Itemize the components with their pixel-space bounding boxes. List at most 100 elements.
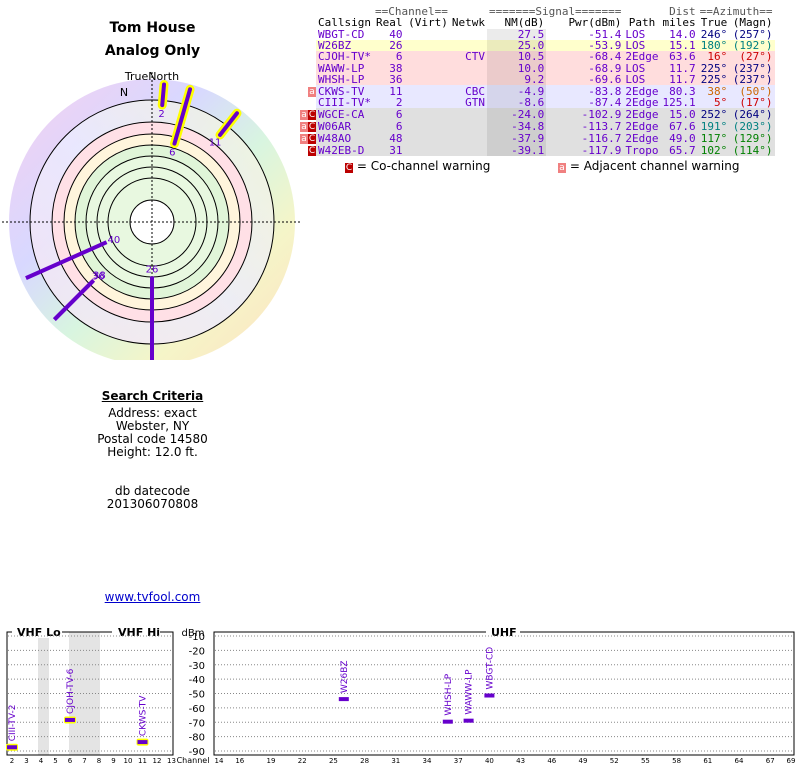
adjacent-glyph: a: [558, 163, 566, 173]
cell-pwr: -53.9: [588, 39, 622, 53]
cell-real: 26: [389, 39, 403, 53]
uhf-xtick-label: 61: [703, 757, 712, 765]
column-header-true: True: [700, 16, 728, 30]
vhf-xtick-label: 10: [124, 757, 133, 765]
cell-path: LOS: [625, 27, 646, 41]
cell-magn: (17°): [739, 96, 773, 110]
marker-cjoh-tv-6: [65, 717, 75, 722]
polar-line-ch11: [217, 111, 239, 137]
cell-true: 252°: [700, 107, 728, 121]
table-row[interactable]: a C W48AO 48 -37.9 -116.7 2Edge 49.0 117° (129°): [300, 131, 775, 145]
uhf-xtick-label: 28: [360, 757, 369, 765]
uhf-xtick-label: 16: [235, 757, 244, 765]
table-row[interactable]: a CKWS-TV 11 CBC -4.9 -83.8 2Edge 80.3 38° (50°): [300, 84, 775, 98]
cell-nm: 10.5: [486, 51, 547, 63]
cell-netwk: GTN: [465, 96, 485, 110]
cell-magn: (50°): [739, 84, 773, 98]
table-column-header: Callsign Real (Virt) Netwk NM(dB) Pwr(dBm) Pat…: [300, 17, 775, 28]
warn-column-header: [300, 17, 316, 28]
uhf-xtick-label: 69: [787, 757, 796, 765]
criteria-postal: Postal code 14580: [97, 432, 208, 446]
adjacent-warning-icon: a: [300, 134, 308, 145]
table-row[interactable]: CJOH-TV* 6 CTV 10.5 -68.4 2Edge 63.6 16° (27°): [300, 50, 775, 64]
criteria-city: Webster, NY: [115, 419, 190, 433]
marker-w26bz: [338, 697, 349, 702]
vhf-hi-label: VHF Hi: [118, 626, 160, 639]
cell-miles: 14.0: [669, 27, 696, 41]
table-row[interactable]: WBGT-CD 40 27.5 -51.4 LOS 14.0 246° (257°): [300, 29, 775, 40]
marker-label: WBGT-CD: [485, 647, 495, 690]
spectrum-chart: VHF Lo VHF Hi UHF dBm-10 -20 -30 -40 -50 -60 -70 -…: [6, 626, 796, 765]
ytick-label: -80: [189, 733, 205, 744]
vhf-xtick-label: 11: [138, 757, 147, 765]
tvfool-link[interactable]: www.tvfool.com: [104, 590, 201, 604]
cell-pwr: -117.9: [581, 143, 622, 157]
uhf-xtick-label: 37: [454, 757, 463, 765]
ytick-label: -10: [189, 632, 205, 643]
cell-true: 102°: [700, 143, 728, 157]
cell-virt: [405, 29, 450, 40]
station-table-wrap: ==Channel== =======Signal======= Dist ==…: [300, 6, 800, 157]
cochannel-legend: C = Co-channel warning: [345, 159, 490, 173]
cell-netwk: [450, 62, 487, 73]
cell-callsign: CIII-TV*: [318, 96, 371, 110]
north-label: N: [120, 86, 128, 99]
cell-true: 38°: [707, 84, 728, 98]
cell-path: 2Edge: [625, 50, 659, 64]
cell-callsign: WHSH-LP: [318, 72, 365, 86]
marker-ciii-tv-2: [7, 745, 17, 750]
cell-magn: (114°): [732, 143, 773, 157]
cell-callsign: WBGT-CD: [318, 27, 365, 41]
table-row[interactable]: a C WGCE-CA 6 -24.0 -102.9 2Edge 15.0 252° (264°): [300, 107, 775, 121]
criteria-address: Address: exact: [108, 406, 197, 420]
warn-cell: C: [300, 144, 316, 157]
cell-miles: 15.1: [669, 39, 696, 53]
cell-miles: 49.0: [669, 131, 696, 145]
polar-label-ch36: 36: [92, 272, 105, 283]
search-criteria: Search Criteria Address: exact Webster, …: [0, 390, 305, 511]
uhf-xtick-label: 19: [267, 757, 276, 765]
cell-true: 225°: [700, 61, 728, 75]
table-row[interactable]: WAWW-LP 38 10.0 -68.9 LOS 11.7 225° (237°): [300, 61, 775, 75]
cell-path: 2Edge: [625, 131, 659, 145]
criteria-height: Height: 12.0 ft.: [107, 445, 198, 459]
table-row[interactable]: WHSH-LP 36 9.2 -69.6 LOS 11.7 225° (237°): [300, 72, 775, 86]
vhf-xtick-label: 4: [39, 757, 44, 765]
cell-miles: 65.7: [669, 143, 696, 157]
cell-nm: -34.8: [486, 120, 547, 133]
cell-magn: (203°): [732, 119, 773, 133]
table-row[interactable]: W26BZ 26 25.0 -53.9 LOS 15.1 180° (192°): [300, 39, 775, 53]
uhf-xtick-label: 52: [610, 757, 619, 765]
polar-line-ch36: [53, 279, 95, 321]
polar-label-ch11: 11: [209, 137, 222, 148]
table-row[interactable]: C W42EB-D 31 -39.1 -117.9 Tropo 65.7 102° (114°): [300, 143, 775, 157]
cell-netwk: [450, 132, 487, 144]
cell-nm: -24.0: [486, 108, 547, 121]
uhf-xtick-label: 58: [672, 757, 681, 765]
cell-miles: 125.1: [662, 96, 696, 110]
cell-real: 6: [395, 107, 403, 121]
uhf-xtick-label: 64: [735, 757, 744, 765]
table-row[interactable]: CIII-TV* 2 GTN -8.6 -87.4 2Edge 125.1 5° (17°): [300, 96, 775, 110]
cell-miles: 15.0: [669, 107, 696, 121]
vhf-xtick-label: 8: [97, 757, 101, 765]
cochannel-warning-icon: C: [308, 134, 316, 145]
vhf-box-border: [6, 631, 174, 756]
marker-wbgt-cd: [484, 693, 495, 698]
table-row[interactable]: a C W06AR 6 -34.8 -113.7 2Edge 67.6 191° (203°): [300, 119, 775, 133]
warn-cell: [300, 73, 316, 86]
cell-magn: (237°): [732, 61, 773, 75]
cell-path: Tropo: [625, 143, 659, 157]
cell-virt: [405, 74, 450, 85]
polar-label-ch38: 38: [93, 271, 106, 282]
vhf-xtick-label: 12: [153, 757, 162, 765]
ytick-label: -40: [189, 675, 205, 686]
warn-cell: a: [300, 85, 316, 98]
cell-path: LOS: [625, 61, 646, 75]
adjacent-warning-icon: a: [308, 87, 316, 98]
cell-real: 48: [389, 131, 403, 145]
cell-callsign: W42EB-D: [318, 143, 365, 157]
cell-nm: -8.6: [486, 97, 547, 109]
criteria-heading: Search Criteria: [101, 389, 204, 403]
